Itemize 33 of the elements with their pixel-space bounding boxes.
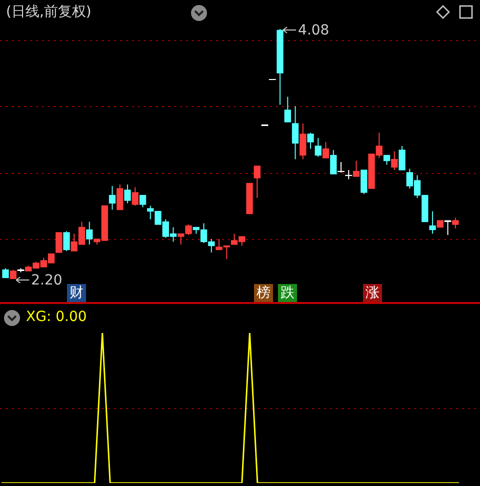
candlestick [314,138,322,158]
candlestick [2,268,9,278]
candlestick [452,217,459,229]
candlestick [116,184,124,210]
annotation: 2.20 [31,272,62,289]
candlestick [56,232,62,253]
candlestick [86,221,93,245]
candlestick [292,106,299,160]
candlestick [132,186,138,206]
candlestick [398,146,406,170]
candlestick [360,170,368,194]
text: 跌 [280,285,294,302]
candlestick [300,123,306,160]
candlestick [307,132,314,150]
chart-title: (日线,前复权) [6,3,92,21]
candlestick [330,150,337,174]
candlestick [284,96,291,122]
chart-title: XG: 0.00 [26,309,87,325]
candlestick [322,142,330,158]
candlestick [352,160,360,177]
candlestick [391,150,398,170]
candlestick [444,220,452,236]
candlestick [254,166,260,198]
text: 财 [70,285,84,302]
candlestick [383,154,390,166]
candlestick [108,186,116,210]
candlestick [124,184,131,204]
annotation: 4.08 [298,22,330,39]
text: 榜 [256,285,270,302]
candlestick [429,210,436,234]
candlestick [63,230,70,252]
candlestick [139,194,146,208]
text: 涨 [366,285,380,302]
